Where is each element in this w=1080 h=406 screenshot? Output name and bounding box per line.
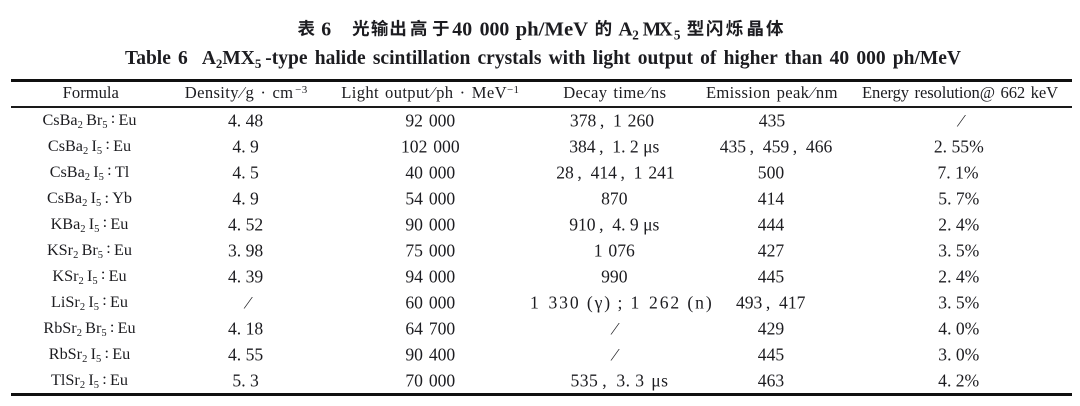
svg-text:ph/MeV: ph/MeV	[516, 18, 589, 40]
svg-text:40: 40	[452, 18, 472, 40]
svg-text:000: 000	[480, 18, 510, 40]
svg-text:6: 6	[321, 18, 331, 40]
svg-text:5: 5	[674, 27, 681, 42]
svg-text:2: 2	[632, 27, 639, 42]
svg-text:A: A	[618, 18, 633, 40]
svg-text:M: M	[643, 18, 662, 40]
svg-text:X: X	[658, 18, 673, 40]
